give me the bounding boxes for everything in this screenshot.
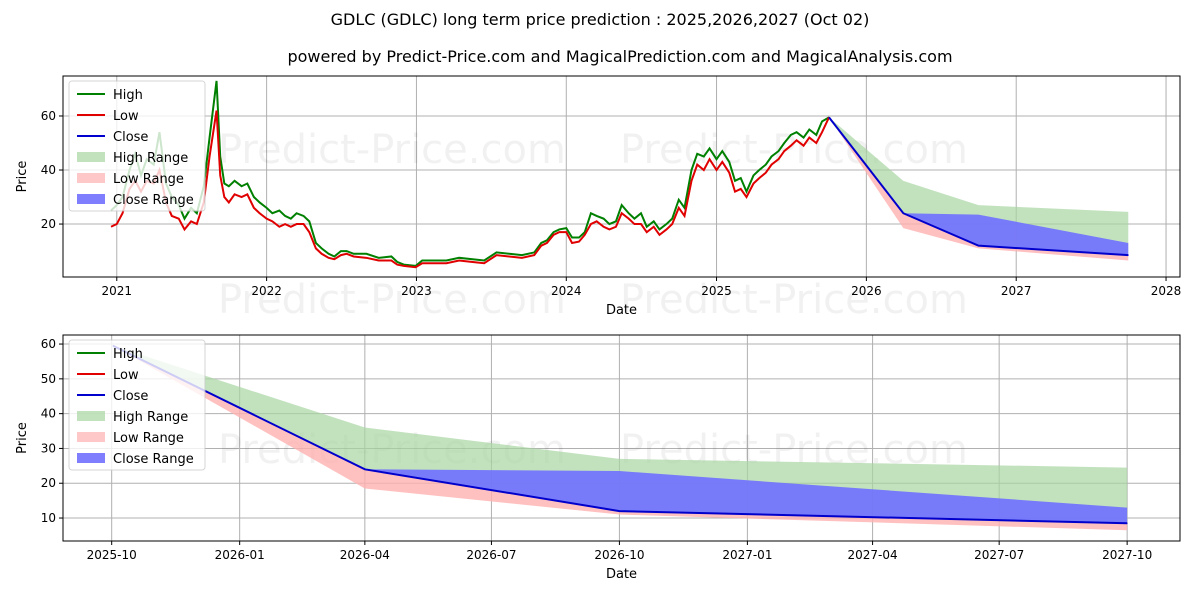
close-point (1126, 522, 1128, 524)
panel-full-history: 2021 2022 2023 2024 2025 2026 2027 2028 20 40 60 Pr… (15, 75, 1182, 323)
y-tick-label: 60 (41, 337, 56, 351)
x-tick-label: 2027-10 (1102, 548, 1152, 562)
close-point (902, 212, 904, 214)
high-line (110, 80, 830, 267)
legend: High Low Close High Range Low Range Close Ran… (68, 339, 206, 471)
x-axis-label: Date (606, 303, 637, 318)
legend-label: Low Range (113, 431, 184, 446)
y-axis-label: Price (15, 161, 30, 193)
legend-swatch-high-range (77, 152, 105, 162)
x-tick-label: 2026 (851, 284, 882, 298)
x-tick-label: 2026-07 (466, 548, 516, 562)
y-tick-label: 60 (41, 109, 56, 123)
x-tick-label: 2026-04 (340, 548, 390, 562)
y-axis-label: Price (15, 422, 30, 454)
legend-label: High Range (113, 151, 188, 166)
watermark: Predict-Price.com (620, 127, 968, 173)
plot-frame (62, 75, 1181, 278)
chart-title: GDLC (GDLC) long term price prediction :… (331, 10, 870, 29)
high-range-area (829, 117, 1129, 256)
legend-label: Close Range (113, 193, 194, 208)
watermark: Predict-Price.com (218, 277, 566, 323)
legend-swatch-low-range (77, 432, 105, 442)
low-range-area (829, 117, 1129, 261)
chart-subtitle: powered by Predict-Price.com and Magical… (287, 47, 952, 66)
legend-label: Close (113, 130, 148, 145)
y-tick-label: 40 (41, 407, 56, 421)
x-tick-label: 2022 (251, 284, 282, 298)
close-point (618, 510, 620, 512)
x-axis-label: Date (606, 567, 637, 582)
close-point (1127, 254, 1129, 256)
panel-prediction: 2025-10 2026-01 2026-04 2026-07 2026-10 2027-… (15, 334, 1181, 582)
x-tick-label: 2021 (102, 284, 133, 298)
close-line (112, 344, 1128, 525)
y-tick-label: 30 (41, 441, 56, 455)
legend-label: High (113, 347, 143, 362)
watermark: Predict-Price.com (218, 127, 566, 173)
y-tick-label: 50 (41, 372, 56, 386)
legend: High Low Close High Range Low Range Close Ran… (68, 80, 206, 212)
high-range-area (113, 345, 1128, 524)
x-tick-label: 2028 (1151, 284, 1182, 298)
close-range-area (829, 117, 1129, 256)
y-tick-label: 40 (41, 163, 56, 177)
low-line (110, 110, 830, 269)
x-tick-label: 2026-10 (594, 548, 644, 562)
legend-label: Close Range (113, 452, 194, 467)
close-line (828, 116, 1129, 257)
x-tick-label: 2027-04 (848, 548, 898, 562)
legend-label: Low (113, 109, 139, 124)
x-tick-label: 2025 (701, 284, 732, 298)
legend-label: Close (113, 389, 148, 404)
y-tick-label: 20 (41, 217, 56, 231)
low-range-area (113, 345, 1128, 531)
x-tick-label: 2027 (1001, 284, 1032, 298)
x-tick-label: 2027-01 (722, 548, 772, 562)
legend-swatch-low-range (77, 173, 105, 183)
legend-swatch-high-range (77, 411, 105, 421)
legend-swatch-close-range (77, 453, 105, 463)
x-tick-label: 2027-07 (974, 548, 1024, 562)
x-tick-label: 2026-01 (215, 548, 265, 562)
y-tick-label: 20 (41, 476, 56, 490)
legend-label: Low (113, 368, 139, 383)
plot-frame (62, 334, 1181, 542)
legend-label: High (113, 88, 143, 103)
legend-label: Low Range (113, 172, 184, 187)
close-point (828, 116, 830, 118)
close-point (364, 468, 366, 470)
y-tick-label: 10 (41, 511, 56, 525)
close-range-area (113, 345, 1128, 524)
x-tick-label: 2023 (401, 284, 432, 298)
x-tick-label: 2024 (551, 284, 582, 298)
legend-swatch-close-range (77, 194, 105, 204)
close-point (977, 245, 979, 247)
x-tick-label: 2025-10 (87, 548, 137, 562)
watermark: Predict-Price.com (620, 277, 968, 323)
legend-label: High Range (113, 410, 188, 425)
